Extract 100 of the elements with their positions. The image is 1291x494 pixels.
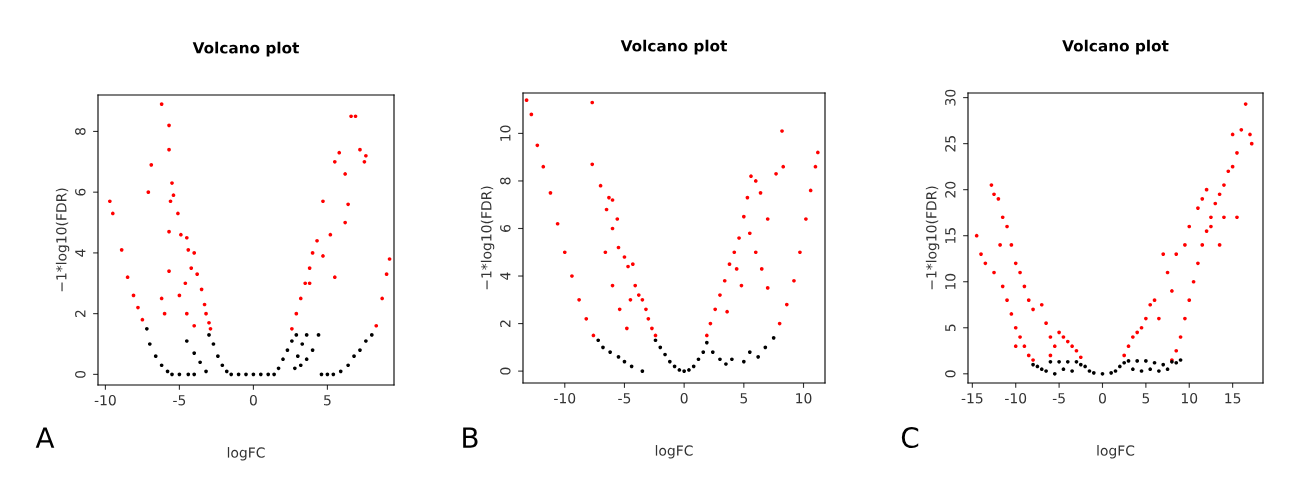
- x-axis-title: logFC: [655, 445, 693, 459]
- point: [663, 352, 667, 357]
- point: [346, 363, 350, 368]
- point: [1165, 367, 1170, 372]
- point: [216, 354, 220, 358]
- point: [653, 338, 658, 343]
- point: [696, 357, 701, 362]
- x-tick-label: -5: [173, 395, 186, 406]
- point: [316, 333, 321, 337]
- point: [1126, 359, 1131, 363]
- point: [159, 363, 164, 368]
- x-tick-label: -10: [554, 392, 576, 404]
- y-tick-label: 6: [75, 188, 86, 196]
- point: [1178, 358, 1183, 362]
- point: [756, 355, 760, 359]
- point: [667, 359, 672, 364]
- y-tick-label: 6: [500, 224, 511, 232]
- point: [364, 339, 368, 343]
- point: [310, 348, 315, 352]
- y-axis-title: −1*log10(FDR): [925, 186, 940, 290]
- x-tick-label: 0: [249, 394, 257, 406]
- point: [710, 350, 715, 354]
- x-tick-label: 5: [324, 395, 331, 406]
- point: [186, 372, 191, 377]
- point: [1113, 369, 1118, 373]
- x-tick-label: -10: [1005, 392, 1027, 404]
- point: [640, 369, 645, 373]
- point: [701, 350, 706, 354]
- point: [658, 345, 663, 350]
- point: [304, 357, 309, 362]
- point: [1139, 369, 1144, 373]
- point: [352, 354, 356, 358]
- point: [1174, 360, 1179, 365]
- point: [276, 366, 281, 371]
- y-tick-label: 4: [500, 272, 511, 280]
- point: [1061, 367, 1066, 372]
- y-tick-label: 2: [500, 320, 511, 327]
- point: [1118, 364, 1122, 369]
- point: [192, 351, 197, 355]
- x-tick-label: -5: [1052, 393, 1065, 404]
- y-tick-label: 8: [500, 177, 511, 185]
- point: [718, 357, 722, 362]
- point: [682, 369, 686, 373]
- x-tick-label: -15: [961, 393, 983, 404]
- point: [224, 369, 229, 374]
- point: [1144, 359, 1148, 363]
- point: [616, 355, 621, 359]
- point: [1161, 362, 1166, 367]
- point: [677, 368, 682, 372]
- x-tick-label: -5: [618, 393, 631, 404]
- x-tick-label: 10: [796, 392, 812, 404]
- x-tick-label: -10: [94, 394, 116, 406]
- point: [369, 333, 374, 337]
- text: C: [901, 427, 919, 449]
- point: [741, 359, 746, 364]
- point: [272, 372, 276, 377]
- point: [281, 357, 285, 362]
- y-tick-label: 30: [945, 89, 956, 106]
- x-axis-title: logFC: [1097, 445, 1135, 459]
- point: [1048, 359, 1053, 364]
- point: [1157, 369, 1161, 373]
- point: [258, 372, 263, 377]
- x-axis-title: logFC: [227, 447, 265, 461]
- y-tick-label: 0: [500, 367, 511, 375]
- point: [207, 333, 211, 337]
- point: [1135, 359, 1140, 363]
- y-tick-label: 5: [945, 324, 956, 332]
- y-tick-label: 0: [75, 370, 86, 378]
- point: [170, 372, 174, 377]
- point: [724, 362, 728, 366]
- point: [165, 369, 170, 374]
- point: [704, 340, 709, 345]
- x-tick-label: 5: [740, 393, 748, 404]
- point: [244, 372, 248, 377]
- y-tick-label: 8: [75, 127, 86, 135]
- point: [1152, 360, 1157, 365]
- text: B: [463, 427, 478, 448]
- y-tick-label: 10: [500, 125, 511, 141]
- point: [204, 369, 208, 374]
- point: [1122, 360, 1127, 365]
- point: [300, 342, 305, 346]
- x-tick-label: 5: [1142, 393, 1150, 404]
- point: [211, 342, 216, 346]
- x-tick-label: 10: [1181, 392, 1198, 404]
- chart-title: Volcano plot: [1062, 39, 1169, 55]
- point: [1109, 371, 1113, 375]
- point: [730, 357, 734, 362]
- point: [1065, 359, 1070, 364]
- point: [1052, 371, 1057, 376]
- y-axis-title: −1*log10(FDR): [55, 188, 70, 292]
- point: [338, 369, 343, 374]
- point: [771, 336, 776, 340]
- x-tick-label: 0: [680, 392, 688, 404]
- point: [1074, 359, 1079, 364]
- point: [192, 372, 197, 377]
- point: [331, 372, 336, 377]
- point: [266, 372, 271, 377]
- point: [1039, 367, 1044, 372]
- x-tick-label: 15: [1225, 393, 1241, 404]
- point: [295, 354, 300, 358]
